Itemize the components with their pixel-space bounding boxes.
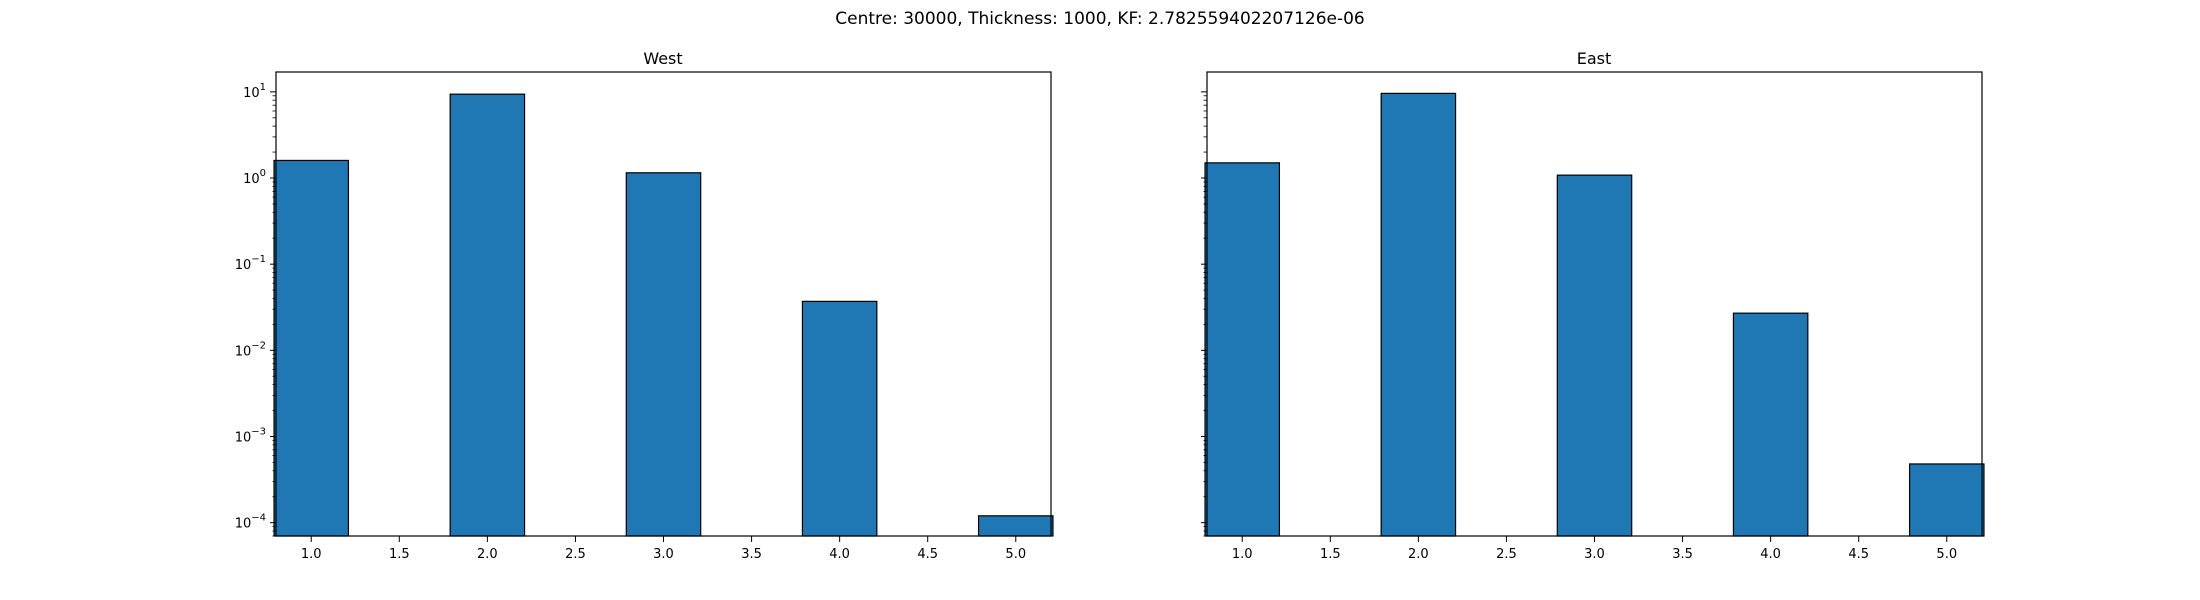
x-tick-label: 1.0 — [1232, 547, 1253, 562]
bar-west-2 — [449, 93, 526, 537]
bar-west-1 — [273, 159, 350, 537]
x-tick-label: 3.5 — [1672, 547, 1693, 562]
figure-suptitle: Centre: 30000, Thickness: 1000, KF: 2.78… — [835, 9, 1365, 29]
x-tick-label: 1.0 — [301, 547, 322, 562]
x-tick-label: 4.0 — [829, 547, 850, 562]
bar-east-5 — [1908, 463, 1985, 537]
x-tick-label: 5.0 — [1936, 547, 1957, 562]
bar-west-3 — [625, 172, 702, 537]
x-tick-label: 2.0 — [477, 547, 498, 562]
subplot-east-title: East — [1577, 49, 1612, 68]
axes-frame-east — [1206, 71, 1983, 537]
subplot-west-plot-area: 101 100 10−1 10−2 10−3 10−4 1.0 1.5 2.0 2.5 3.0 3.5… — [235, 71, 1054, 562]
x-tick-label: 4.5 — [1848, 547, 1869, 562]
x-tick-label: 2.5 — [1496, 547, 1517, 562]
x-tick-label: 4.0 — [1760, 547, 1781, 562]
y-tick-label: 10−2 — [235, 340, 266, 359]
x-tick-label: 2.5 — [565, 547, 586, 562]
subplot-east: East 1.0 1.5 2.0 2.5 3.0 3.5 4.0 4.5 5.0 — [1201, 49, 1985, 562]
y-tick-label: 100 — [243, 168, 266, 187]
y-tick-label: 10−1 — [235, 254, 266, 273]
bar-east-3 — [1556, 174, 1633, 537]
subplot-east-plot-area: 1.0 1.5 2.0 2.5 3.0 3.5 4.0 4.5 5.0 — [1201, 71, 1985, 562]
x-tick-label: 5.0 — [1005, 547, 1026, 562]
subplot-west: West 101 100 10−1 10−2 10−3 10−4 1.0 1.5 2.0 2.5 3… — [235, 49, 1054, 562]
x-tick-label: 1.5 — [1320, 547, 1341, 562]
x-tick-label: 3.0 — [1584, 547, 1605, 562]
y-tick-label: 10−4 — [235, 513, 266, 532]
subplot-west-title: West — [643, 49, 682, 68]
y-tick-label: 101 — [243, 82, 266, 101]
x-tick-label: 3.5 — [741, 547, 762, 562]
bar-west-4 — [801, 300, 878, 537]
y-tick-label: 10−3 — [235, 426, 266, 445]
bar-west-5 — [977, 515, 1054, 537]
bar-east-4 — [1732, 312, 1809, 537]
x-tick-label: 1.5 — [389, 547, 410, 562]
x-tick-label: 2.0 — [1408, 547, 1429, 562]
x-tick-label: 4.5 — [917, 547, 938, 562]
x-tick-label: 3.0 — [653, 547, 674, 562]
bar-east-2 — [1380, 92, 1457, 537]
bar-east-1 — [1204, 162, 1281, 537]
axes-frame-west — [275, 71, 1052, 537]
